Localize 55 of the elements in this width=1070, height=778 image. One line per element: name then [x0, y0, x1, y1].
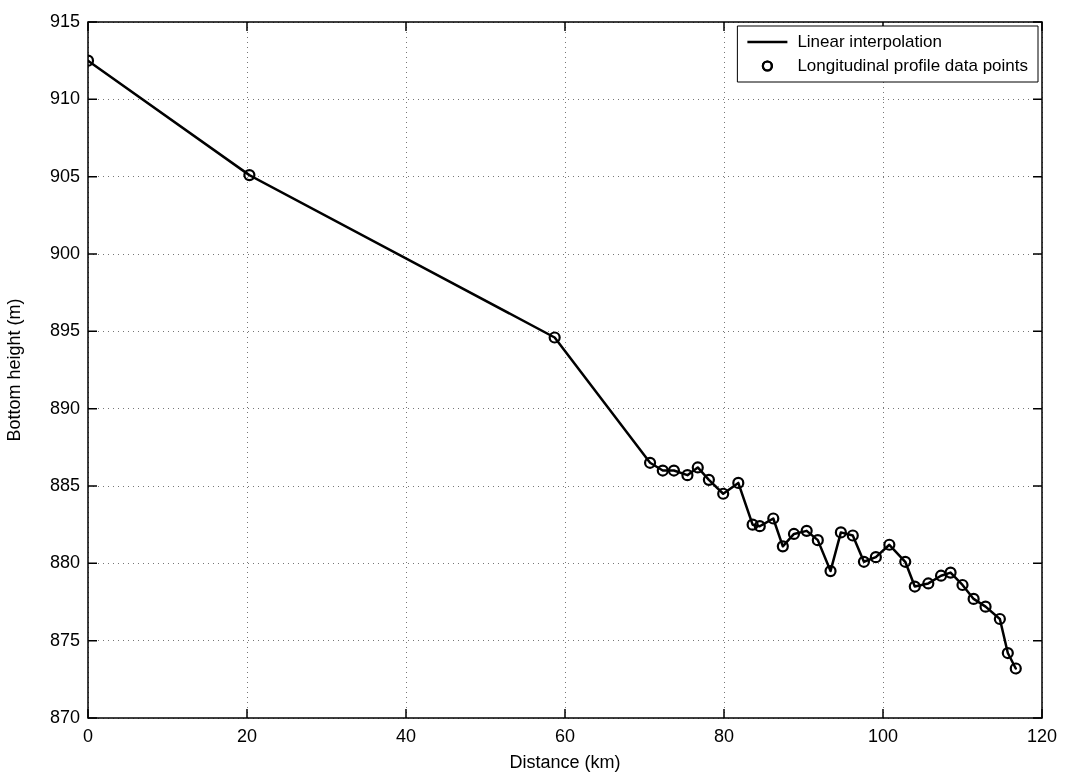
x-tick-label: 40 [395, 725, 417, 746]
point [548, 331, 561, 344]
point [1001, 646, 1014, 660]
point [993, 612, 1006, 626]
point [732, 476, 745, 490]
x-tick-label: 20 [236, 725, 258, 746]
point [656, 464, 669, 477]
point [753, 520, 766, 533]
y-tick-label: 915 [49, 10, 80, 31]
point [979, 600, 992, 613]
point [908, 580, 921, 593]
point [691, 461, 704, 474]
point [934, 569, 948, 582]
point [746, 518, 759, 531]
x-axis-title: Distance (km) [509, 752, 621, 773]
point [956, 578, 969, 592]
point [767, 512, 780, 525]
y-tick-label: 900 [49, 242, 80, 263]
point [800, 524, 813, 537]
point [967, 592, 980, 606]
y-tick-label: 905 [49, 165, 80, 186]
y-tick-label: 890 [49, 397, 80, 418]
x-tick-label: 120 [1026, 725, 1058, 746]
y-tick-label: 870 [49, 706, 80, 727]
point [811, 534, 824, 547]
point [883, 538, 896, 551]
y-tick-label: 895 [49, 320, 80, 341]
point [667, 464, 681, 477]
point [824, 564, 837, 578]
point [846, 529, 859, 542]
point [643, 456, 657, 469]
x-tick-label: 60 [554, 725, 576, 746]
legend-label: Linear interpolation [797, 31, 942, 51]
point [717, 487, 730, 500]
point [787, 527, 801, 541]
point [702, 473, 715, 486]
x-tick-label: 80 [713, 725, 735, 746]
point [834, 526, 847, 539]
x-tick-label: 0 [82, 725, 94, 746]
point [681, 469, 694, 482]
point [776, 540, 789, 553]
point [857, 555, 871, 568]
y-tick-label: 875 [49, 629, 80, 650]
point [899, 555, 912, 568]
y-tick-label: 885 [49, 474, 80, 495]
legend-label: Longitudinal profile data points [797, 55, 1029, 75]
point [944, 566, 957, 579]
y-axis-title: Bottom height (m) [3, 298, 24, 442]
point [869, 551, 882, 564]
point [1009, 662, 1022, 675]
x-tick-label: 100 [867, 725, 899, 746]
y-tick-label: 880 [49, 552, 80, 573]
point [243, 169, 256, 182]
point [922, 577, 935, 590]
y-tick-label: 910 [49, 88, 80, 109]
